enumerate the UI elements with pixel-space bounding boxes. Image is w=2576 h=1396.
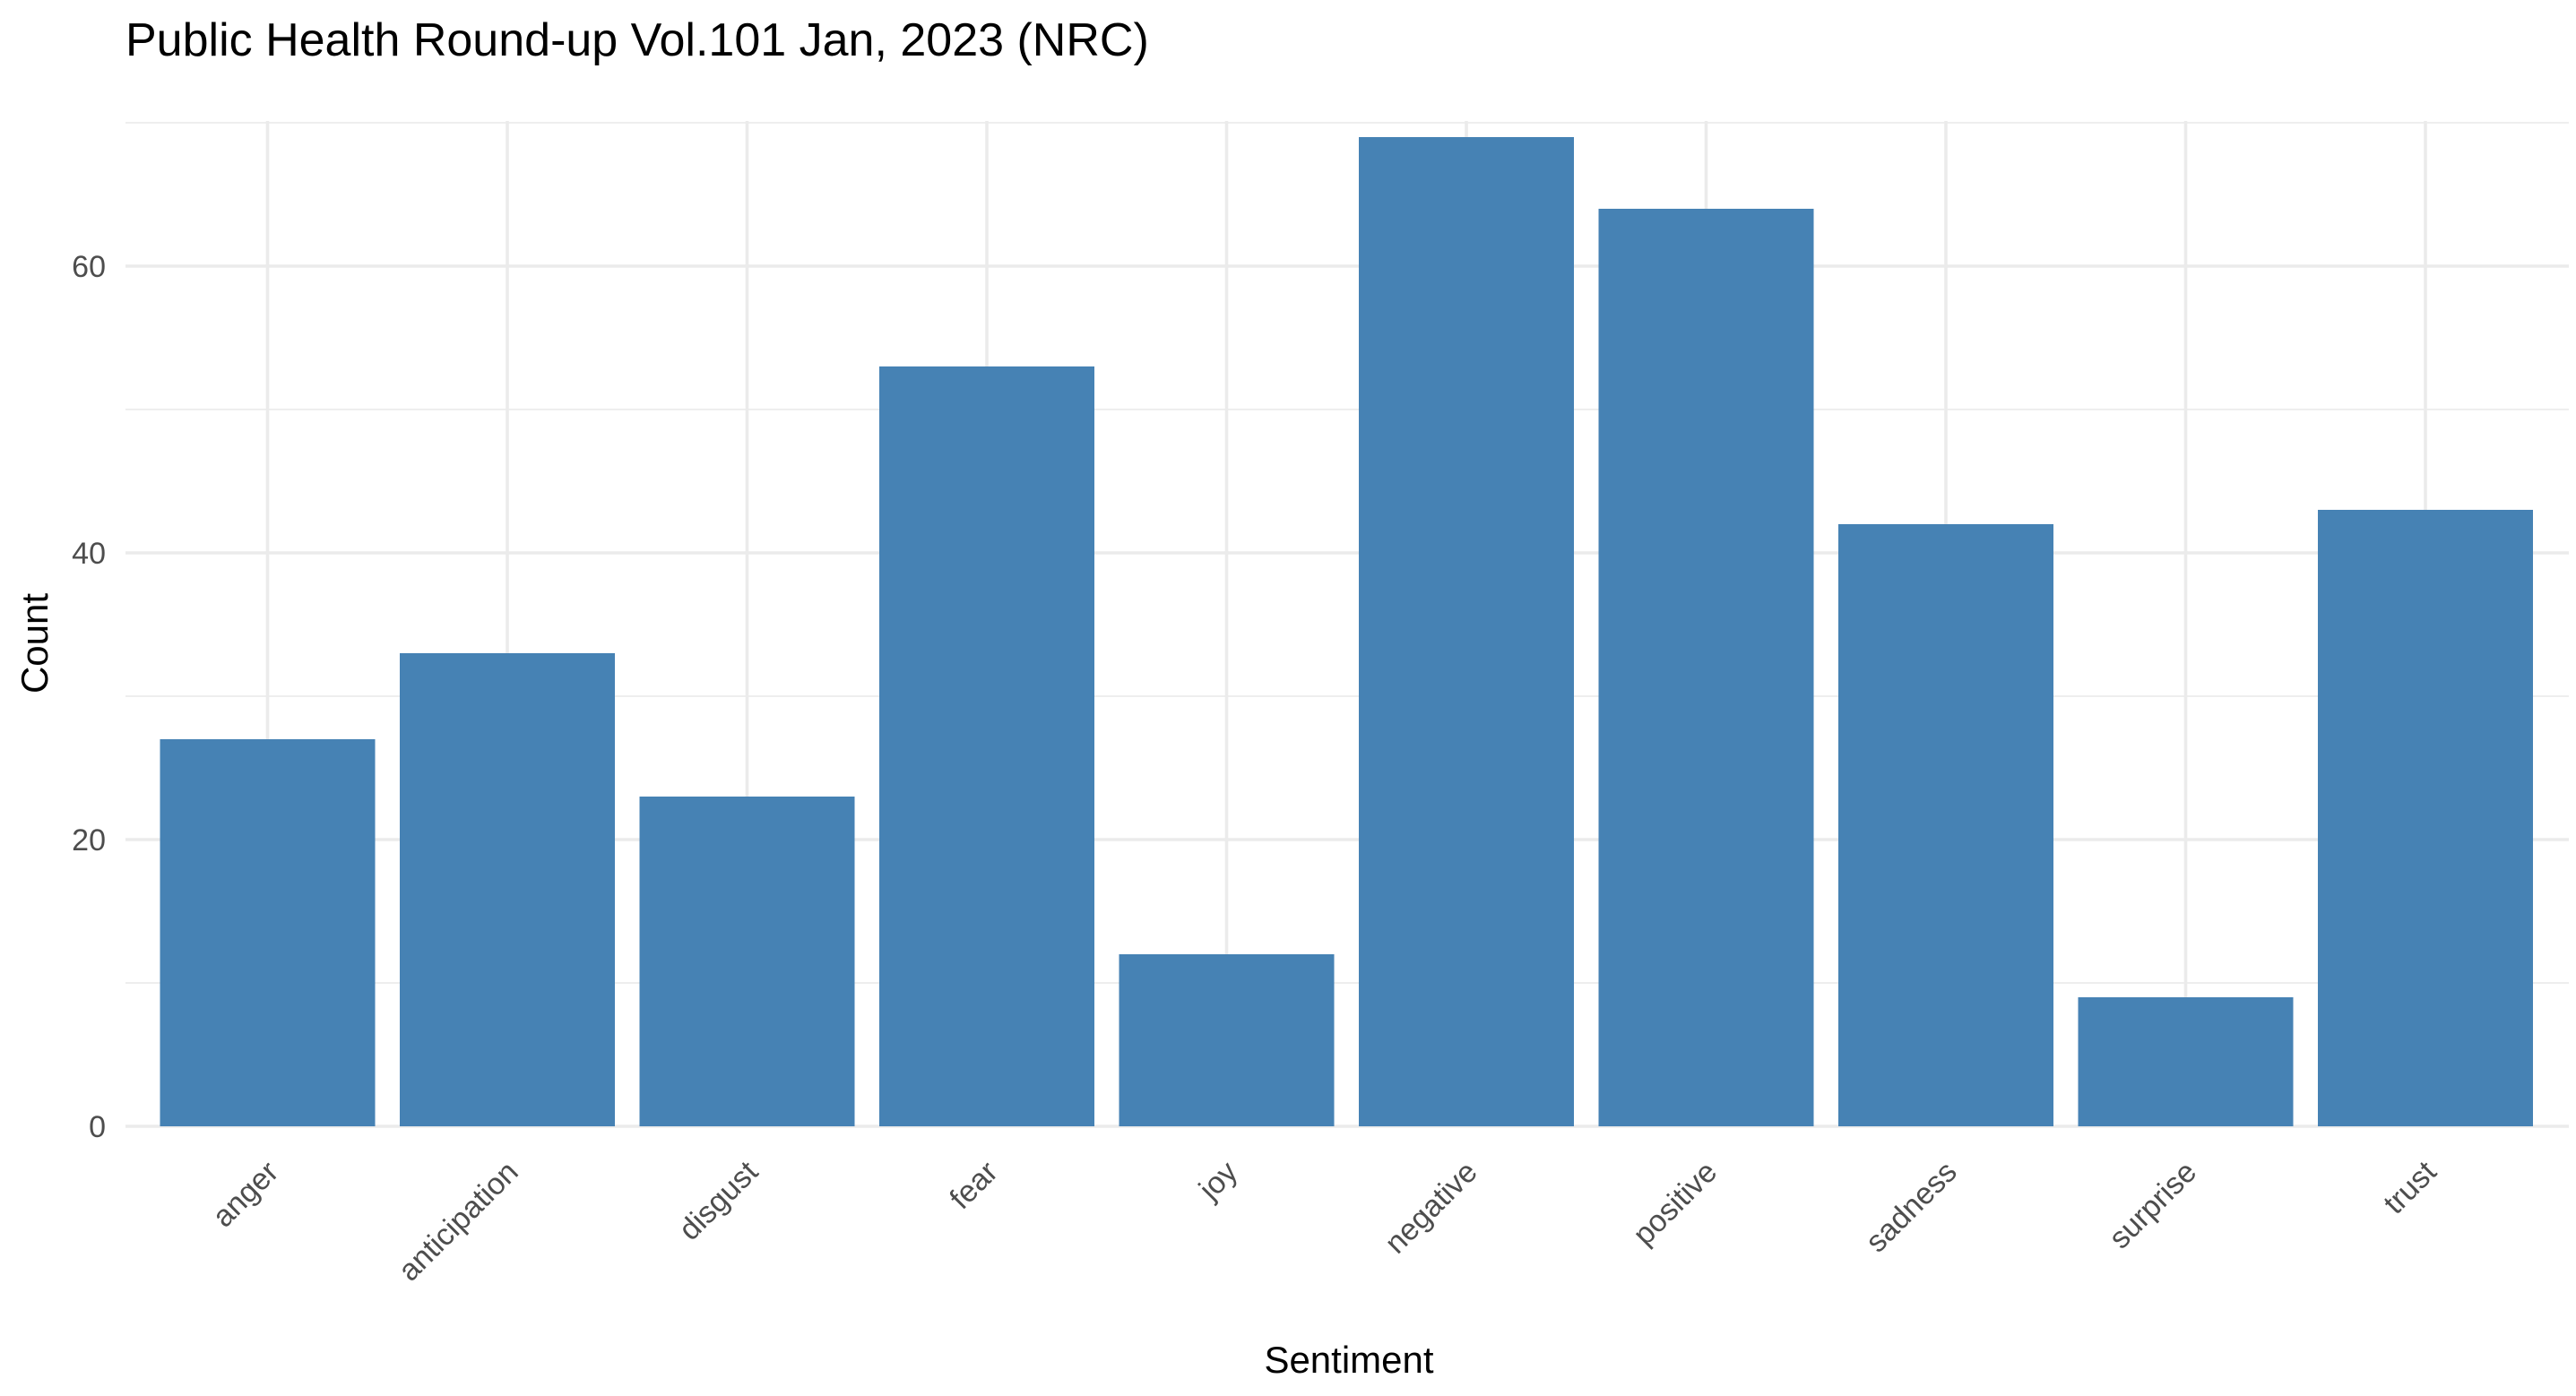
bar-fear xyxy=(879,366,1094,1126)
chart-title: Public Health Round-up Vol.101 Jan, 2023… xyxy=(125,14,1149,66)
x-tick-label: sadness xyxy=(1859,1155,1963,1259)
bar-sadness xyxy=(1838,524,2053,1126)
y-axis-ticks: 0 20 40 60 xyxy=(72,250,106,1144)
bar-joy xyxy=(1119,954,1335,1126)
x-tick-label: positive xyxy=(1627,1155,1724,1252)
y-tick-label: 20 xyxy=(72,823,106,857)
bar-negative xyxy=(1359,137,1574,1126)
x-tick-label: trust xyxy=(2377,1154,2443,1220)
x-tick-label: surprise xyxy=(2103,1155,2203,1255)
x-tick-label: disgust xyxy=(672,1154,765,1246)
x-tick-label: fear xyxy=(943,1155,1004,1216)
bars xyxy=(160,137,2533,1126)
y-tick-label: 60 xyxy=(72,250,106,284)
bar-anticipation xyxy=(400,653,615,1126)
y-tick-label: 40 xyxy=(72,537,106,571)
x-tick-label: anger xyxy=(206,1155,285,1234)
bar-disgust xyxy=(639,797,855,1126)
bar-trust xyxy=(2318,510,2533,1126)
bar-positive xyxy=(1598,209,1814,1126)
x-tick-label: joy xyxy=(1192,1155,1244,1207)
y-tick-label: 0 xyxy=(89,1110,106,1144)
x-axis-ticks: anger anticipation disgust fear joy negative p… xyxy=(206,1154,2443,1288)
x-tick-label: anticipation xyxy=(392,1155,525,1288)
y-axis-title: Count xyxy=(13,593,56,694)
x-tick-label: negative xyxy=(1379,1155,1484,1261)
x-axis-title: Sentiment xyxy=(1264,1339,1433,1381)
bar-anger xyxy=(160,739,376,1126)
bar-surprise xyxy=(2078,997,2294,1126)
